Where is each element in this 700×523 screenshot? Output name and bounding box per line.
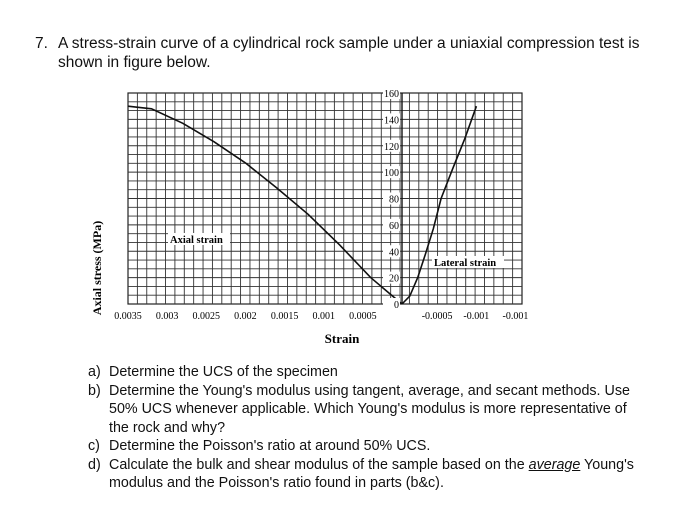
y-tick: 0: [383, 298, 400, 311]
part-d: d) Calculate the bulk and shear modulus …: [88, 456, 648, 493]
stress-strain-figure: 160 140 120 100 80 60 40 20 0 0.0035 0.003 0.0025 0…: [80, 88, 560, 358]
y-tick: 120: [383, 139, 400, 153]
part-text-before: Calculate the bulk and shear modulus of …: [109, 456, 529, 473]
y-tick: 40: [383, 245, 400, 258]
x-tick-label: 0.0035: [114, 311, 142, 322]
y-tick-label: 0: [394, 300, 399, 311]
part-letter: c): [88, 438, 100, 454]
lateral-strain-label: Lateral strain: [432, 256, 504, 269]
part-letter: a): [88, 364, 101, 380]
x-tick-label: -0.001: [503, 311, 529, 322]
y-tick-label: 120: [384, 142, 399, 153]
part-a: a) Determine the UCS of the specimen: [88, 363, 648, 382]
y-tick-box: [383, 271, 400, 284]
y-tick-box: [383, 218, 400, 231]
series-label-text: Lateral strain: [434, 258, 496, 269]
y-tick-box: [383, 113, 400, 126]
x-tick-label: -0.001: [463, 311, 489, 322]
part-letter: b): [88, 382, 101, 399]
y-tick-box: [383, 298, 400, 310]
y-tick-label: 60: [389, 221, 399, 232]
question-parts: a) Determine the UCS of the specimen b) …: [88, 363, 648, 493]
y-tick-label: 40: [389, 247, 399, 258]
part-text: Determine the Poisson's ratio at around …: [109, 438, 431, 454]
series-label-text: Axial strain: [170, 235, 223, 246]
y-axis-label: Axial stress (MPa): [90, 221, 104, 315]
y-tick-box: [383, 245, 400, 258]
y-tick-box: [383, 166, 400, 179]
y-tick-label: 160: [384, 89, 399, 100]
chart-grid: [127, 92, 523, 305]
y-tick-label: 140: [384, 115, 399, 126]
y-tick-box: [383, 192, 400, 205]
x-tick-label: 0.002: [234, 311, 257, 322]
x-tick-label: 0.0005: [349, 311, 377, 322]
axial-strain-curve: [127, 105, 403, 305]
part-letter: d): [88, 456, 101, 473]
y-tick-box: [383, 139, 400, 152]
x-tick-labels: 0.0035 0.003 0.0025 0.002 0.0015 0.001 0.0005 -…: [114, 311, 528, 322]
x-tick-label: 0.0025: [193, 311, 221, 322]
part-text-emphasis: average: [528, 456, 581, 473]
y-tick: 20: [383, 271, 400, 285]
x-tick-label: 0.003: [156, 311, 179, 322]
chart-legend: Axial strain Lateral strain: [168, 233, 504, 269]
part-c: c) Determine the Poisson's ratio at arou…: [88, 437, 648, 456]
question-heading: 7. A stress-strain curve of a cylindrica…: [35, 34, 655, 72]
part-b: b) Determine the Young's modulus using t…: [88, 382, 648, 438]
part-text: Determine the Young's modulus using tang…: [109, 382, 630, 436]
x-axis-label: Strain: [325, 331, 360, 346]
axial-strain-label: Axial strain: [168, 233, 230, 246]
y-tick-label: 20: [389, 274, 399, 285]
x-tick-label: 0.0015: [271, 311, 299, 322]
y-tick-label: 100: [384, 168, 399, 179]
series-label-box: [432, 256, 504, 268]
y-tick-box: [383, 88, 400, 99]
y-tick: 80: [383, 192, 400, 206]
lateral-strain-curve: [401, 105, 478, 305]
x-tick-label: -0.0005: [422, 311, 453, 322]
question-number: 7.: [35, 35, 48, 52]
y-tick-label: 80: [389, 195, 399, 206]
series-label-box: [168, 233, 230, 245]
part-text-after: Young's modulus and the Poisson's ratio …: [109, 456, 634, 492]
chart-curves: [127, 105, 478, 305]
y-tick: 160: [383, 88, 400, 100]
y-tick: 100: [383, 166, 400, 179]
y-tick-labels: 160 140 120 100 80 60 40 20 0: [383, 88, 400, 311]
y-tick: 140: [383, 113, 400, 126]
part-text: Determine the UCS of the specimen: [109, 364, 338, 380]
x-tick-label: 0.001: [312, 311, 335, 322]
question-text: A stress-strain curve of a cylindrical r…: [58, 35, 640, 71]
y-tick: 60: [383, 218, 400, 232]
